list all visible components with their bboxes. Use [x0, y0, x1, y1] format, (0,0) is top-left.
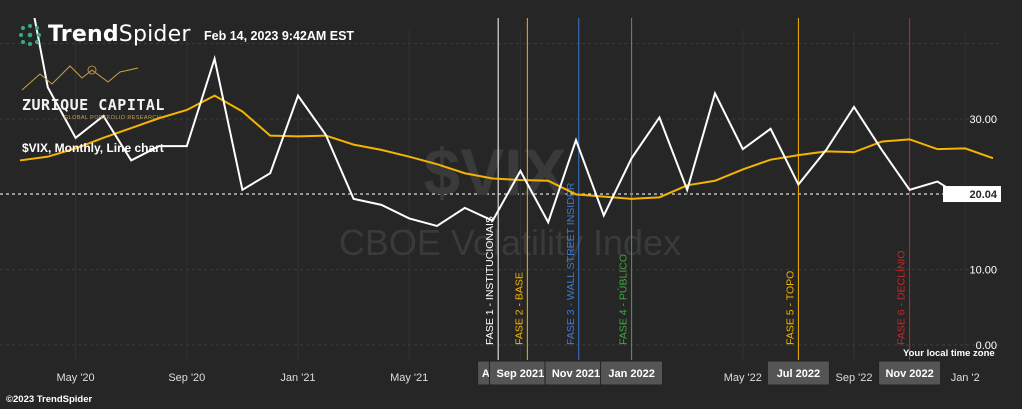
y-tick-label: 10.00	[969, 265, 997, 277]
x-highlight-box	[600, 360, 664, 386]
watermark-name: CBOE Volatility Index	[339, 222, 681, 263]
current-value-box	[943, 186, 1001, 203]
phase-label: FASE 2 - BASE	[513, 272, 525, 345]
vix-price-line	[33, 18, 994, 228]
series-lines	[19, 18, 994, 228]
x-highlight-box	[544, 360, 608, 386]
brand-name-light: Spider	[118, 22, 191, 47]
phase-label: FASE 4 - PÚBLICO	[617, 254, 630, 345]
phase-label: FASE 6 - DECLÍNIO	[895, 250, 908, 345]
moving-average-line	[19, 94, 994, 200]
y-tick-label: 0.00	[976, 340, 997, 352]
x-highlight-box	[766, 360, 830, 386]
x-highlight-box	[878, 360, 942, 386]
current-value-label: 20.04	[969, 189, 997, 201]
phase-label: FASE 1 - INSTITUCIONAIS	[484, 216, 496, 345]
y-tick-label: 30.00	[969, 114, 997, 126]
zurique-capital-logo-icon	[21, 65, 139, 91]
phase-label: FASE 5 - TOPO	[784, 271, 796, 345]
x-tick-label: Jan '2	[951, 372, 980, 384]
trendspider-logo-icon	[19, 23, 41, 46]
watermark: $VIX CBOE Volatility Index	[339, 135, 681, 263]
timezone-label: Your local time zone	[903, 348, 995, 359]
timestamp: Feb 14, 2023 9:42AM EST	[204, 29, 355, 43]
x-tick-label: Sep '22	[836, 372, 873, 384]
logo-subtitle: GLOBAL PORTFOLIO RESEARCH	[64, 115, 162, 121]
x-tick-label: Jan '21	[280, 372, 315, 384]
chart-subtitle: $VIX, Monthly, Line chart	[22, 141, 164, 155]
x-highlight-label: Sep 2021	[497, 368, 545, 380]
x-highlight-label: Jul 2022	[777, 368, 820, 380]
x-tick-label: May '20	[57, 372, 95, 384]
x-highlight-label: Jan 2022	[608, 368, 654, 380]
watermark-symbol: $VIX	[423, 135, 566, 209]
x-highlight-label: Nov 2021	[552, 368, 600, 380]
x-tick-label: May '21	[390, 372, 428, 384]
brand-header: TrendSpider	[18, 22, 191, 47]
x-highlight-box	[488, 360, 552, 386]
x-highlight-label: Nov 2022	[885, 368, 933, 380]
phase-label: FASE 3 - WALL STREET INSIDER	[565, 182, 577, 345]
x-tick-label: Sep '20	[168, 372, 205, 384]
phase-lines: FASE 1 - INSTITUCIONAIS FASE 2 - BASE FASE…	[484, 18, 911, 360]
x-tick-label: May '22	[724, 372, 762, 384]
logo-title: ZURIQUE CAPITAL	[22, 96, 165, 114]
copyright: ©2023 TrendSpider	[6, 394, 93, 405]
brand-name-bold: Trend	[48, 22, 119, 47]
